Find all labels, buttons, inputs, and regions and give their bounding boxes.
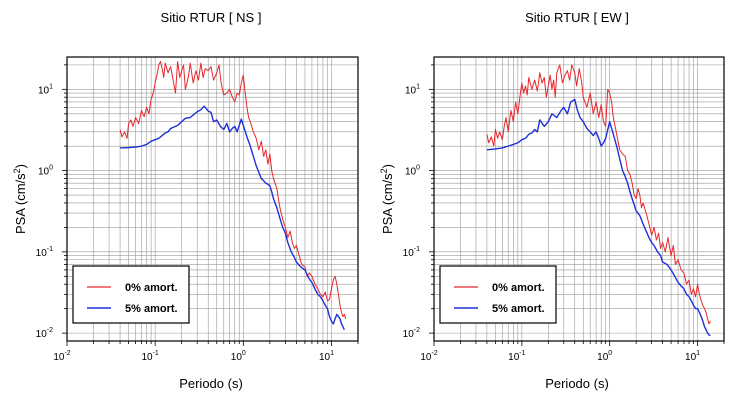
y-tick-label: 101 bbox=[38, 83, 53, 96]
y-tick-label: 100 bbox=[38, 165, 53, 178]
y-tick-label: 100 bbox=[405, 165, 420, 178]
chart-title: Sitio RTUR [ NS ] bbox=[161, 10, 262, 25]
y-tick-label: 10-1 bbox=[403, 246, 420, 259]
chart-title: Sitio RTUR [ EW ] bbox=[525, 10, 629, 25]
x-axis-label: Periodo (s) bbox=[179, 376, 243, 391]
y-tick-label: 10-2 bbox=[403, 327, 420, 340]
x-tick-label: 101 bbox=[685, 350, 700, 363]
y-tick-label: 101 bbox=[405, 83, 420, 96]
chart-panel-ns: 10-2 10-1 100 101 10-2 10-1 100 101 Sitio RTUR [… bbox=[12, 10, 359, 391]
plot-frame bbox=[433, 56, 725, 342]
x-axis-label: Periodo (s) bbox=[545, 376, 609, 391]
chart-panel-ew: 10-2 10-1 100 101 10-2 10-1 100 101 Sitio RTUR [… bbox=[379, 10, 725, 391]
legend-label: 5% amort. bbox=[125, 303, 178, 315]
series-line-amort-0 bbox=[486, 64, 711, 325]
legend: 0% amort. 5% amort. bbox=[72, 265, 190, 324]
x-tick-label: 10-2 bbox=[420, 350, 437, 363]
legend-label: 0% amort. bbox=[125, 282, 178, 294]
x-tick-label: 100 bbox=[597, 350, 612, 363]
x-tick-label: 10-1 bbox=[141, 350, 158, 363]
x-tick-label: 10-1 bbox=[508, 350, 525, 363]
plot-frame bbox=[66, 56, 359, 342]
series-line-amort-0 bbox=[119, 61, 347, 319]
x-tick-label: 100 bbox=[231, 350, 246, 363]
y-axis-label: PSA (cm/s2) bbox=[12, 164, 28, 234]
x-tick-label: 10-2 bbox=[53, 350, 70, 363]
x-tick-label: 101 bbox=[319, 350, 334, 363]
y-axis-label: PSA (cm/s2) bbox=[379, 164, 395, 234]
y-tick-label: 10-2 bbox=[36, 327, 53, 340]
y-tick-label: 10-1 bbox=[36, 246, 53, 259]
legend-box bbox=[72, 265, 190, 324]
legend-label: 0% amort. bbox=[492, 282, 545, 294]
legend-box bbox=[439, 265, 557, 324]
series-line-amort-5 bbox=[486, 98, 711, 337]
series-line-amort-5 bbox=[120, 105, 345, 331]
legend: 0% amort. 5% amort. bbox=[439, 265, 557, 324]
legend-label: 5% amort. bbox=[492, 303, 545, 315]
